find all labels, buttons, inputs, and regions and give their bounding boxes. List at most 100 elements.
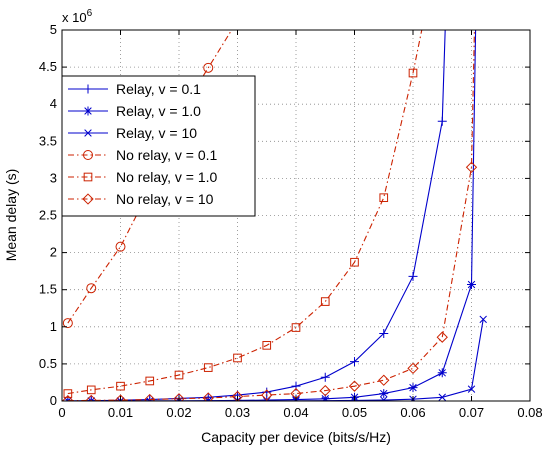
x-marker xyxy=(84,129,92,137)
legend-entry: Relay, v = 10 xyxy=(68,125,197,141)
square-marker xyxy=(116,381,125,391)
diamond-marker xyxy=(465,161,478,173)
star-marker xyxy=(379,389,389,399)
plus-marker xyxy=(350,357,359,367)
x-marker xyxy=(116,397,125,401)
legend-label: No relay, v = 10 xyxy=(116,191,214,207)
diamond-marker xyxy=(202,392,214,401)
legend-entry: No relay, v = 1.0 xyxy=(68,169,218,185)
diamond-marker xyxy=(436,331,448,343)
square-marker xyxy=(86,385,96,395)
square-marker xyxy=(262,341,272,350)
x-tick-label: 0.08 xyxy=(517,405,542,420)
legend-entry: Relay, v = 0.1 xyxy=(68,81,201,97)
circle-marker xyxy=(83,150,93,160)
y-tick-label: 0 xyxy=(50,393,57,408)
diamond-marker xyxy=(173,393,185,401)
plus-marker xyxy=(437,116,447,126)
diamond-marker xyxy=(231,390,244,401)
diamond-marker xyxy=(62,394,74,401)
square-marker xyxy=(203,363,213,372)
legend-label: No relay, v = 0.1 xyxy=(116,147,218,163)
x-tick-label: 0 xyxy=(58,405,65,420)
star-marker xyxy=(467,280,476,290)
square-marker xyxy=(83,172,93,182)
legend-label: Relay, v = 1.0 xyxy=(116,103,201,119)
y-tick-label: 1 xyxy=(50,319,57,334)
square-marker xyxy=(291,323,301,332)
series-line xyxy=(67,29,423,395)
x-marker xyxy=(64,397,72,401)
circle-marker xyxy=(62,318,73,329)
legend-label: No relay, v = 1.0 xyxy=(116,169,218,185)
y-multiplier-label: x 106 xyxy=(62,8,93,25)
square-marker xyxy=(63,389,73,398)
legend-entry: No relay, v = 0.1 xyxy=(68,147,218,163)
legend-label: Relay, v = 0.1 xyxy=(116,81,201,97)
circle-marker xyxy=(203,62,214,73)
x-marker xyxy=(87,397,95,401)
x-tick-label: 0.07 xyxy=(459,405,484,420)
y-tick-label: 4 xyxy=(50,96,57,111)
legend-box xyxy=(61,75,256,217)
y-tick-label: 3.5 xyxy=(39,133,57,148)
plus-marker xyxy=(379,328,389,338)
plus-marker xyxy=(320,372,330,382)
star-marker xyxy=(320,394,330,401)
diamond-marker xyxy=(85,394,97,401)
plus-marker xyxy=(83,84,93,94)
series-line xyxy=(67,29,475,401)
x-marker xyxy=(467,385,476,393)
series-line xyxy=(67,29,233,324)
y-tick-label: 4.5 xyxy=(39,59,57,74)
legend-entry: Relay, v = 1.0 xyxy=(68,103,201,119)
x-tick-label: 0.04 xyxy=(283,405,308,420)
square-marker xyxy=(233,353,242,363)
square-marker xyxy=(379,193,389,203)
x-marker xyxy=(146,397,154,401)
circle-marker xyxy=(86,283,97,294)
legend-label: Relay, v = 10 xyxy=(116,125,197,141)
axis-ticks: 0 0.01 0.02 0.03 0.04 0.05 0.06 0.07 0.08 0 0.5 1 1.… xyxy=(39,22,543,420)
y-multiplier-base: x 10 xyxy=(62,10,87,25)
square-marker xyxy=(350,257,359,267)
square-marker xyxy=(408,68,418,78)
square-marker xyxy=(320,297,330,306)
y-tick-label: 3 xyxy=(50,170,57,185)
diamond-marker xyxy=(319,384,331,397)
x-marker xyxy=(438,393,446,401)
diamond-marker xyxy=(261,389,273,401)
x-tick-label: 0.01 xyxy=(108,405,133,420)
diamond-marker xyxy=(144,393,156,401)
diamond-marker xyxy=(407,362,419,375)
square-marker xyxy=(145,376,155,386)
star-marker xyxy=(437,368,447,378)
x-axis-label: Capacity per device (bits/s/Hz) xyxy=(201,429,391,445)
series-6 xyxy=(62,29,478,401)
x-tick-label: 0.02 xyxy=(166,405,191,420)
x-tick-label: 0.06 xyxy=(400,405,425,420)
x-tick-label: 0.03 xyxy=(225,405,250,420)
star-marker xyxy=(83,106,93,116)
series-5 xyxy=(63,29,423,398)
diamond-marker xyxy=(114,394,127,401)
x-tick-label: 0.05 xyxy=(342,405,367,420)
y-tick-label: 0.5 xyxy=(39,356,57,371)
y-tick-label: 5 xyxy=(50,22,57,37)
diamond-marker xyxy=(348,380,361,392)
legend: Relay, v = 0.1 Relay, v = 1.0 Relay, v = 1… xyxy=(61,75,256,217)
diamond-marker xyxy=(82,193,94,205)
x-marker xyxy=(380,396,388,401)
x-marker xyxy=(479,315,487,324)
star-marker xyxy=(408,383,418,393)
circle-marker xyxy=(115,241,126,252)
y-tick-label: 1.5 xyxy=(39,282,57,297)
square-marker xyxy=(174,370,184,380)
legend-entry: No relay, v = 10 xyxy=(68,191,214,207)
plus-marker xyxy=(408,271,418,281)
y-tick-label: 2 xyxy=(50,245,57,260)
diamond-marker xyxy=(378,374,390,386)
y-axis-label: Mean delay (s) xyxy=(3,169,19,262)
y-tick-label: 2.5 xyxy=(39,208,57,223)
